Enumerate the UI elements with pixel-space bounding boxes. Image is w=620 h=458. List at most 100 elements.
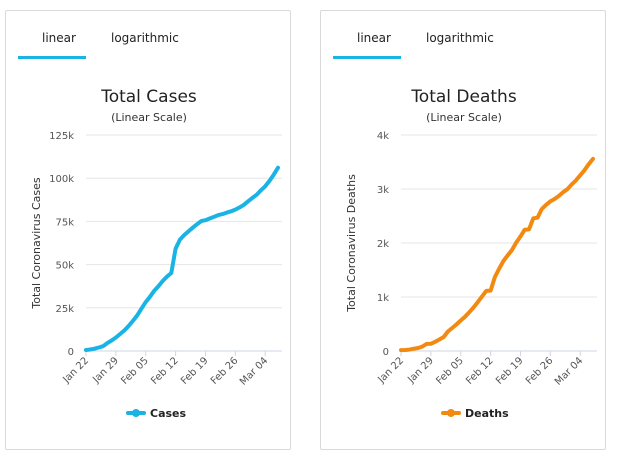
data-point	[467, 310, 471, 314]
data-point	[437, 337, 441, 342]
legend-marker	[132, 409, 140, 417]
x-tick-label: Feb 12	[149, 355, 181, 387]
x-tick-label: Feb 05	[119, 355, 151, 387]
data-point	[105, 341, 109, 345]
y-axis-label: Total Coronavirus Deaths	[345, 174, 358, 313]
data-point	[216, 213, 220, 217]
data-point	[463, 315, 467, 319]
data-point	[148, 295, 152, 299]
data-point	[442, 335, 446, 339]
data-point	[238, 205, 242, 209]
x-tick-label: Feb 12	[464, 355, 496, 387]
data-point	[501, 259, 505, 263]
data-point	[255, 193, 259, 197]
data-point	[527, 227, 531, 231]
data-point	[92, 347, 97, 351]
data-point	[246, 199, 250, 203]
data-point	[135, 313, 139, 317]
data-point	[212, 215, 216, 219]
y-axis-label: Total Coronavirus Cases	[30, 177, 43, 310]
scale-tabs: linear logarithmic	[321, 11, 605, 59]
data-point	[544, 203, 548, 207]
data-point	[493, 275, 497, 279]
active-tab-indicator	[333, 56, 401, 59]
data-point	[191, 226, 195, 230]
data-point	[131, 319, 135, 323]
series-line	[84, 165, 280, 352]
chart-subtitle: (Linear Scale)	[426, 111, 502, 124]
data-point	[454, 322, 459, 326]
tab-logarithmic[interactable]: logarithmic	[426, 31, 494, 45]
x-tick-label: Jan 29	[405, 355, 436, 386]
y-tick-label: 75k	[55, 217, 74, 228]
data-point	[403, 348, 407, 352]
legend-label: Deaths	[465, 407, 509, 420]
cases-chart: Total Cases (Linear Scale) Total Coronavir…	[30, 87, 282, 420]
y-tick-label: 0	[383, 347, 389, 358]
data-point	[101, 344, 105, 348]
data-point	[276, 166, 280, 170]
chart-title: Total Deaths	[410, 87, 517, 107]
data-point	[553, 197, 557, 201]
x-tick-label: Jan 29	[90, 355, 121, 386]
legend-label: Cases	[150, 407, 187, 420]
x-tick-label: Feb 26	[209, 355, 241, 387]
data-point	[510, 248, 514, 252]
y-tick-label: 100k	[49, 174, 74, 185]
data-point	[178, 238, 182, 242]
data-point	[110, 338, 114, 343]
data-point	[267, 179, 272, 183]
y-tick-label: 3k	[377, 185, 389, 196]
y-tick-label: 1k	[377, 293, 389, 304]
data-point	[233, 208, 237, 212]
data-point	[208, 216, 212, 221]
data-point	[182, 233, 186, 237]
y-tick-label: 2k	[377, 239, 389, 250]
data-point	[127, 324, 131, 328]
data-point	[557, 194, 561, 198]
chart-subtitle: (Linear Scale)	[111, 111, 187, 124]
x-tick-label: Feb 26	[524, 355, 556, 387]
data-point	[122, 328, 126, 332]
data-point	[97, 345, 101, 350]
x-tick-label: Jan 22	[60, 355, 91, 386]
data-point	[263, 184, 267, 188]
data-point	[506, 253, 510, 257]
data-point	[518, 234, 523, 238]
x-tick-label: Feb 05	[434, 355, 466, 387]
data-point	[548, 199, 552, 203]
x-tick-label: Jan 22	[375, 355, 406, 386]
data-point	[399, 348, 403, 352]
y-tick-label: 4k	[377, 131, 389, 142]
data-point	[118, 332, 122, 336]
y-tick-label: 125k	[49, 131, 74, 142]
data-point	[407, 348, 412, 352]
data-point	[114, 335, 118, 340]
data-point	[531, 216, 535, 220]
cases-chart-panel: linear logarithmic Total Cases (Linear Sc…	[5, 10, 291, 450]
data-point	[250, 196, 254, 200]
data-point	[476, 300, 480, 304]
data-point	[429, 342, 433, 346]
data-point	[446, 329, 450, 334]
deaths-chart-panel: linear logarithmic Total Deaths (Linear S…	[320, 10, 606, 450]
tab-logarithmic[interactable]: logarithmic	[111, 31, 179, 45]
data-point	[578, 173, 582, 177]
data-point	[195, 222, 199, 226]
x-tick-label: Mar 04	[238, 355, 270, 387]
tab-linear[interactable]: linear	[42, 31, 76, 45]
data-point	[570, 182, 574, 186]
data-point	[229, 209, 233, 213]
legend-marker	[447, 409, 455, 417]
tab-linear[interactable]: linear	[357, 31, 391, 45]
data-point	[489, 289, 493, 293]
data-point	[433, 340, 437, 344]
x-tick-label: Mar 04	[553, 355, 585, 387]
data-point	[484, 289, 488, 293]
data-point	[591, 157, 595, 161]
data-point	[84, 348, 88, 352]
data-point	[259, 188, 263, 192]
data-point	[272, 173, 276, 177]
data-point	[535, 216, 540, 220]
data-point	[156, 284, 161, 288]
